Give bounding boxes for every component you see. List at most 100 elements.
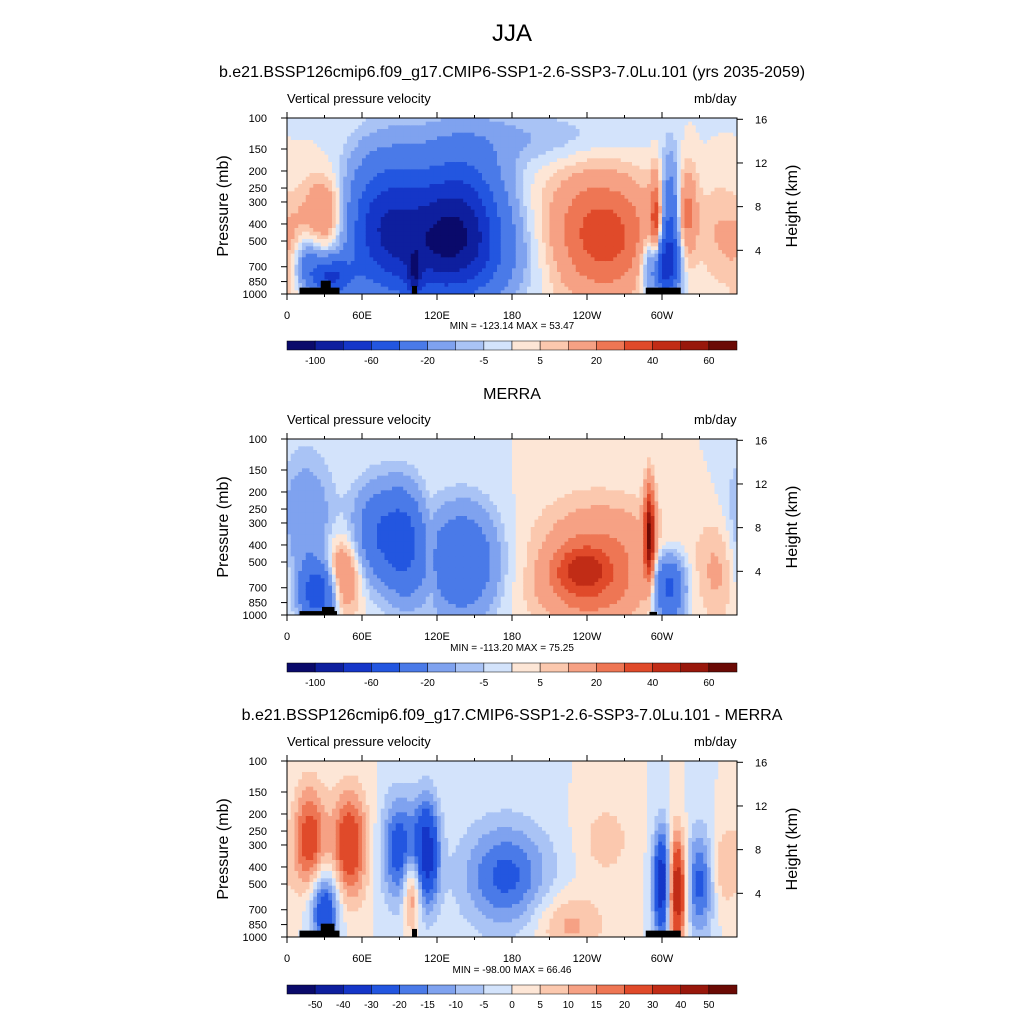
field-cell bbox=[380, 173, 386, 178]
field-cell bbox=[448, 253, 453, 258]
field-cell bbox=[347, 165, 352, 170]
field-cell bbox=[602, 176, 607, 181]
field-cell bbox=[474, 290, 479, 294]
field-cell bbox=[422, 250, 427, 255]
field-cell bbox=[467, 220, 472, 225]
field-cell bbox=[560, 257, 566, 262]
field-cell bbox=[470, 272, 476, 277]
field-cell bbox=[395, 206, 401, 211]
field-cell bbox=[463, 246, 468, 251]
field-cell bbox=[557, 286, 562, 291]
field-cell bbox=[620, 143, 626, 148]
field-cell bbox=[673, 187, 678, 192]
field-cell bbox=[414, 213, 419, 218]
field-cell bbox=[399, 290, 404, 294]
field-cell bbox=[369, 198, 374, 203]
field-cell bbox=[560, 268, 566, 273]
field-cell bbox=[545, 154, 551, 159]
field-cell bbox=[632, 176, 637, 181]
field-cell bbox=[410, 187, 416, 192]
field-cell bbox=[624, 173, 629, 178]
field-cell bbox=[422, 132, 427, 137]
field-cell bbox=[290, 283, 296, 288]
field-cell bbox=[358, 154, 363, 159]
field-cell bbox=[350, 209, 356, 214]
field-cell bbox=[395, 195, 401, 200]
field-cell bbox=[669, 275, 674, 280]
field-cell bbox=[549, 209, 554, 214]
field-cell bbox=[624, 286, 629, 291]
panel-3-title: b.e21.BSSP126cmip6.f09_g17.CMIP6-SSP1-2.… bbox=[241, 707, 783, 724]
field-cell bbox=[452, 187, 457, 192]
field-cell bbox=[392, 235, 397, 240]
field-cell bbox=[384, 272, 389, 277]
field-cell bbox=[478, 202, 483, 207]
field-cell bbox=[635, 151, 641, 156]
field-cell bbox=[643, 195, 648, 200]
field-cell bbox=[335, 132, 341, 137]
field-cell bbox=[414, 129, 419, 134]
field-cell bbox=[362, 191, 367, 196]
field-cell bbox=[523, 165, 528, 170]
field-cell bbox=[429, 198, 434, 203]
field-cell bbox=[448, 184, 453, 189]
field-cell bbox=[414, 202, 419, 207]
field-cell bbox=[594, 264, 599, 269]
field-cell bbox=[403, 220, 408, 225]
field-cell bbox=[362, 176, 367, 181]
field-cell bbox=[493, 279, 498, 284]
field-cell bbox=[332, 209, 337, 214]
field-cell bbox=[470, 279, 476, 284]
field-cell bbox=[590, 231, 596, 236]
field-cell bbox=[294, 132, 299, 137]
field-cell bbox=[358, 209, 363, 214]
field-cell bbox=[455, 125, 461, 130]
field-cell bbox=[343, 242, 348, 247]
field-cell bbox=[568, 125, 573, 130]
field-cell bbox=[572, 257, 577, 262]
field-cell bbox=[287, 187, 292, 192]
field-cell bbox=[609, 125, 614, 130]
field-cell bbox=[602, 165, 607, 170]
field-cell bbox=[515, 165, 521, 170]
field-cell bbox=[605, 268, 611, 273]
field-cell bbox=[639, 213, 644, 218]
field-cell bbox=[365, 173, 371, 178]
field-cell bbox=[650, 158, 656, 163]
field-cell bbox=[444, 173, 449, 178]
field-cell bbox=[380, 202, 386, 207]
field-cell bbox=[298, 202, 303, 207]
field-cell bbox=[418, 272, 423, 277]
field-cell bbox=[343, 213, 348, 218]
field-cell bbox=[467, 176, 472, 181]
field-cell bbox=[437, 147, 442, 152]
field-cell bbox=[523, 286, 528, 291]
field-cell bbox=[485, 132, 491, 137]
field-cell bbox=[414, 198, 419, 203]
field-cell bbox=[560, 158, 566, 163]
field-cell bbox=[515, 231, 521, 236]
field-cell bbox=[305, 213, 311, 218]
field-cell bbox=[523, 147, 528, 152]
field-cell bbox=[590, 261, 596, 266]
field-cell bbox=[617, 239, 622, 244]
field-cell bbox=[617, 140, 622, 145]
field-cell bbox=[542, 125, 547, 130]
field-cell bbox=[572, 158, 577, 163]
field-cell bbox=[489, 140, 494, 145]
field-cell bbox=[635, 195, 641, 200]
field-cell bbox=[463, 272, 468, 277]
field-cell bbox=[508, 246, 513, 251]
field-cell bbox=[440, 261, 446, 266]
field-cell bbox=[290, 125, 296, 130]
field-cell bbox=[414, 231, 419, 236]
field-cell bbox=[298, 220, 303, 225]
field-cell bbox=[380, 283, 386, 288]
field-cell bbox=[515, 176, 521, 181]
field-cell bbox=[658, 176, 663, 181]
field-cell bbox=[395, 209, 401, 214]
field-cell bbox=[410, 165, 416, 170]
field-cell bbox=[639, 231, 644, 236]
field-cell bbox=[639, 162, 644, 167]
field-cell bbox=[403, 224, 408, 229]
